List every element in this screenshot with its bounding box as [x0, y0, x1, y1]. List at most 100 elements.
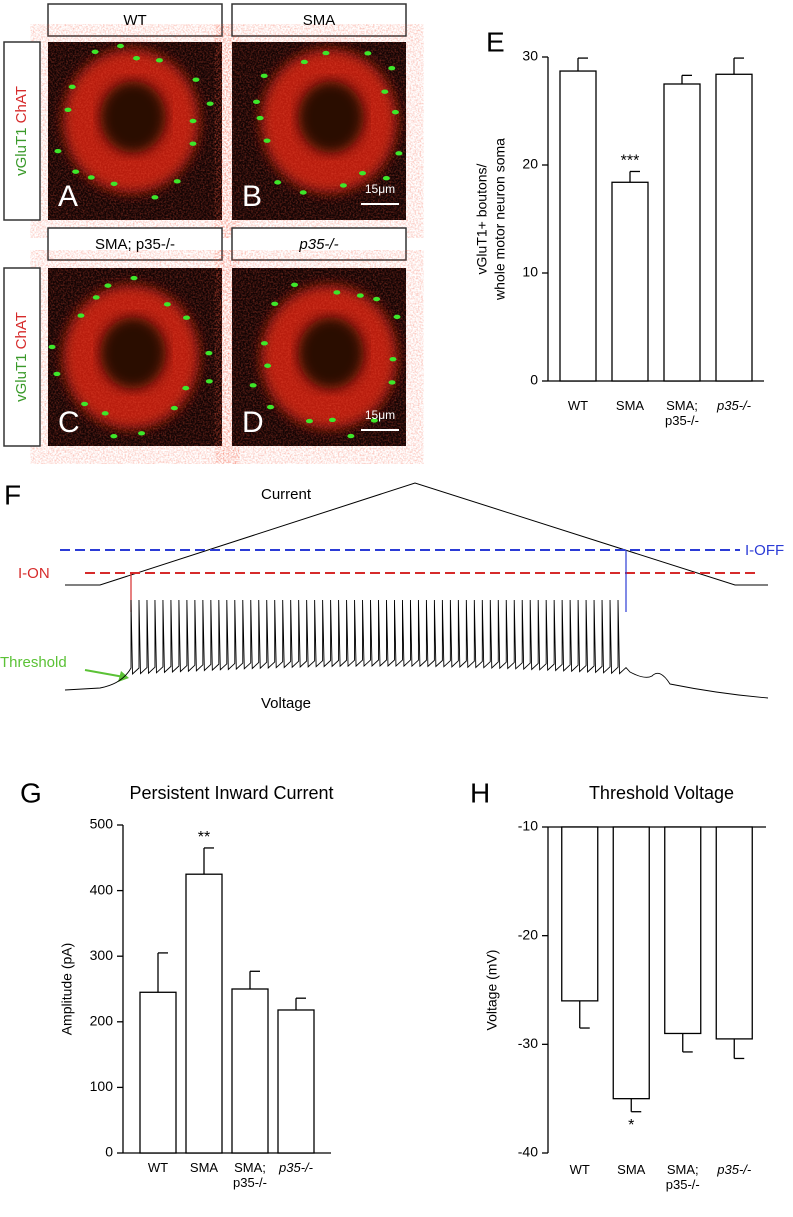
bouton [393, 314, 401, 320]
voltage-trace [64, 599, 769, 699]
bouton [328, 417, 336, 423]
bar [231, 988, 269, 1154]
bouton [206, 101, 214, 106]
chart-title: Persistent Inward Current [129, 783, 333, 803]
micrograph [48, 268, 222, 446]
x-tick-label-box: WT [570, 1162, 590, 1177]
bouton [205, 379, 213, 384]
bar [664, 826, 702, 1035]
bouton [117, 43, 125, 49]
x-tick-label: WT [147, 1160, 169, 1175]
stain-red: ChAT [13, 312, 30, 349]
bouton [87, 175, 95, 180]
bouton [260, 73, 268, 79]
bouton [333, 290, 341, 295]
bouton [182, 385, 190, 391]
bouton [183, 315, 191, 320]
x-tick-label: SMA; p35-/- [665, 1162, 700, 1192]
bouton [173, 179, 181, 184]
x-tick-label: p35-/- [279, 1160, 313, 1175]
bouton [356, 293, 364, 298]
micrograph [232, 268, 406, 446]
bouton [264, 363, 272, 368]
y-tick-label: 10 [522, 264, 538, 280]
bouton [130, 275, 138, 281]
bouton [299, 190, 307, 195]
y-axis-label: Amplitude (pA) [59, 943, 75, 1036]
threshold-arrow [84, 669, 125, 678]
bouton [92, 295, 100, 300]
bouton [267, 404, 275, 410]
bouton [77, 313, 85, 318]
bouton [305, 418, 313, 424]
y-tick-label: -30 [518, 1035, 538, 1051]
bouton [256, 115, 264, 121]
bouton [68, 84, 76, 90]
y-tick-label: 100 [90, 1078, 114, 1094]
bouton [81, 401, 89, 407]
y-tick-label: -10 [518, 818, 538, 834]
bouton [163, 302, 171, 307]
x-tick-label-box: p35-/- [279, 1160, 313, 1175]
significance: *** [621, 153, 640, 170]
bouton [101, 411, 109, 416]
panel-letter: G [20, 777, 42, 808]
bouton [388, 380, 396, 385]
y-tick-label: 200 [90, 1013, 114, 1029]
bouton [364, 51, 372, 56]
bouton [189, 118, 197, 124]
bar [561, 826, 599, 1002]
x-tick-label-box: WT [147, 1160, 169, 1175]
bouton [192, 77, 200, 82]
x-tick-label-box: WT [567, 398, 589, 413]
panel-letter: B [242, 180, 262, 213]
bar [185, 873, 223, 1154]
x-tick-label: SMA [615, 398, 645, 413]
nucleus [298, 317, 364, 389]
bar [663, 83, 701, 382]
stain-label: vGluT1 ChAT [13, 86, 30, 176]
current-trace [65, 482, 768, 586]
scale-bar-label: 15μm [365, 182, 395, 196]
x-tick-label: SMA; p35-/- [233, 1160, 267, 1190]
x-tick-label: p35-/- [717, 398, 751, 413]
bouton [104, 283, 112, 288]
panel-title: WT [123, 12, 146, 29]
bouton [322, 50, 330, 56]
bouton [53, 371, 61, 377]
bouton [133, 56, 141, 61]
bouton [373, 296, 381, 302]
y-tick-label: 20 [522, 156, 538, 172]
x-tick-label-box: p35-/- [717, 398, 751, 413]
significance: * [628, 1117, 634, 1134]
bouton [382, 175, 390, 181]
bouton [381, 89, 389, 94]
bouton [138, 431, 146, 436]
current-label: Current [261, 486, 312, 503]
bouton [389, 356, 397, 362]
stain-red: ChAT [13, 86, 30, 123]
bouton [347, 433, 355, 439]
y-tick-label: 30 [522, 48, 538, 64]
y-axis-label: Voltage (mV) [484, 950, 500, 1031]
bouton [358, 170, 366, 176]
bouton [170, 405, 178, 411]
bouton [391, 109, 399, 115]
bouton [205, 350, 213, 356]
significance: ** [198, 829, 210, 846]
bouton [291, 282, 299, 287]
stain-green: vGluT1 [13, 128, 30, 176]
nucleus [298, 81, 364, 153]
bar [715, 826, 753, 1040]
bar [715, 73, 753, 382]
trace-drawing [60, 482, 768, 682]
bouton [91, 49, 99, 54]
bouton [388, 66, 396, 71]
x-tick-label: WT [567, 398, 589, 413]
nucleus [100, 81, 166, 153]
panel-letter: H [470, 777, 490, 808]
bar [139, 991, 177, 1154]
bouton [300, 59, 308, 65]
bouton [252, 99, 260, 105]
